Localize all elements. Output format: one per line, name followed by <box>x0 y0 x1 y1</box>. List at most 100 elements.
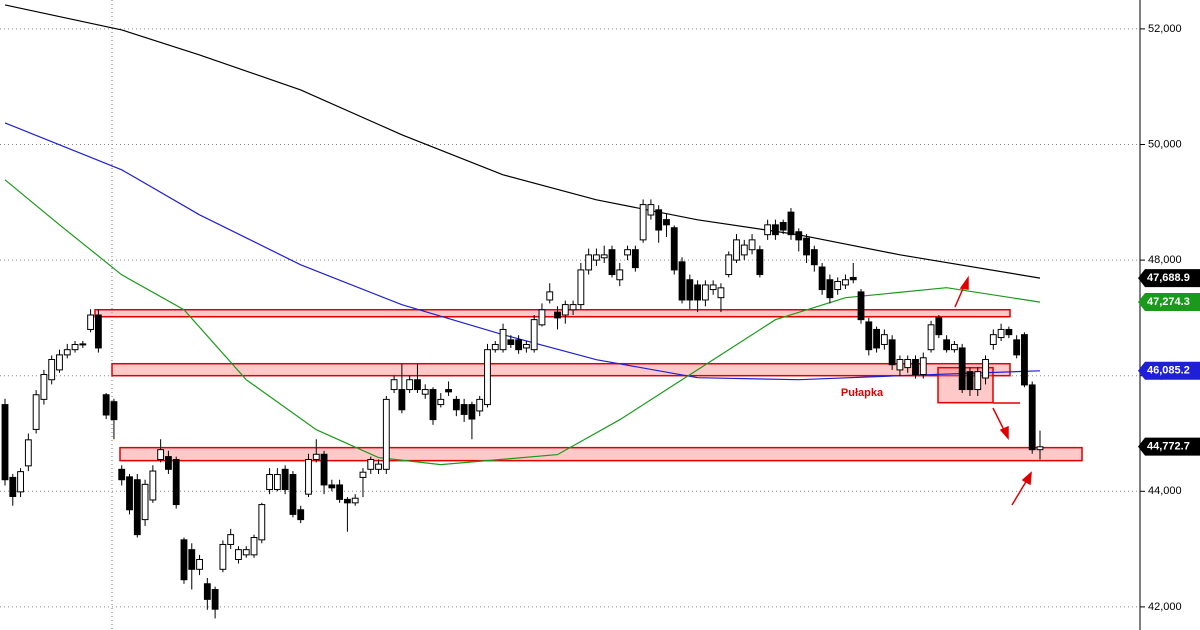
candle-body <box>141 483 149 521</box>
candle-body <box>943 339 951 351</box>
annotation: Pułapka <box>841 387 884 399</box>
candle-body <box>398 389 406 411</box>
candle-body <box>312 453 320 460</box>
candle-body <box>359 471 367 478</box>
candle-body <box>958 347 966 391</box>
candle-body <box>468 404 476 420</box>
candle-body <box>63 349 71 356</box>
candle-body <box>795 231 803 241</box>
candle-body <box>803 237 810 256</box>
candle-body <box>289 474 297 515</box>
candle-body <box>538 309 546 326</box>
candle-body <box>989 334 997 345</box>
candle-body <box>818 266 826 291</box>
candle-body <box>997 328 1005 339</box>
candle-body <box>779 222 787 231</box>
candle-body <box>748 239 756 251</box>
candle-body <box>476 398 484 412</box>
candle-body <box>382 398 390 470</box>
candle-body <box>305 458 312 495</box>
candle-body <box>149 470 157 501</box>
candle-body <box>437 398 445 406</box>
candle-body <box>842 279 849 286</box>
moving-average <box>4 4 1041 279</box>
candle-body <box>343 498 351 504</box>
candle-body <box>406 379 414 391</box>
candle-body <box>701 284 709 301</box>
candle-body <box>787 211 795 236</box>
candle-body <box>950 343 958 351</box>
candle-body <box>896 359 904 371</box>
candle-body <box>771 224 779 236</box>
candle-body <box>709 284 717 291</box>
candle-body <box>499 328 507 351</box>
candle-body <box>577 269 585 306</box>
price-marker-label: 47,688.9 <box>1147 272 1190 284</box>
candle-body <box>740 244 748 256</box>
candle-body <box>982 359 989 379</box>
candle-body <box>110 401 118 421</box>
candle-body <box>507 339 515 345</box>
candle-body <box>522 343 530 349</box>
candle-body <box>678 261 686 301</box>
candle-body <box>367 458 375 470</box>
candle-body <box>686 279 694 301</box>
candle-body <box>445 389 452 393</box>
candle-body <box>219 543 227 570</box>
candle-body <box>40 374 48 400</box>
candle-body <box>849 276 857 281</box>
candle-body <box>94 314 102 349</box>
candle-body <box>203 583 211 600</box>
candle-body <box>429 389 437 421</box>
candle-body <box>452 398 460 411</box>
candle-body <box>250 537 258 556</box>
candle-body <box>32 394 40 430</box>
candle-body <box>694 284 702 301</box>
candle-body <box>421 389 429 395</box>
candle-body <box>880 334 888 345</box>
candle-body <box>624 249 631 256</box>
candle-body <box>826 279 834 299</box>
candle-body <box>71 343 79 351</box>
candle-body <box>484 349 491 406</box>
zone <box>94 308 1011 318</box>
candle-body <box>639 204 647 241</box>
price-marker-label: 44,772.7 <box>1147 441 1190 453</box>
zone <box>111 362 1011 377</box>
candle-body <box>974 371 982 391</box>
candle-body <box>756 249 764 276</box>
y-tick-label: 50,000 <box>1148 138 1182 150</box>
arrowhead <box>999 425 1009 440</box>
candle-body <box>585 254 593 271</box>
candle-body <box>9 476 17 497</box>
candle-body <box>211 589 219 610</box>
candle-body <box>600 254 608 259</box>
candle-body <box>865 321 873 351</box>
arrow <box>992 407 1006 433</box>
candle-body <box>1005 328 1013 336</box>
candle-body <box>133 479 141 536</box>
y-tick-label: 44,000 <box>1148 485 1182 497</box>
candle-body <box>655 209 663 231</box>
candle-body <box>733 239 740 261</box>
candle-body <box>17 471 24 493</box>
candle-body <box>180 539 188 581</box>
arrow <box>1011 479 1028 506</box>
candle-body <box>157 449 165 460</box>
price-marker <box>1138 269 1200 288</box>
candle-body <box>647 204 655 216</box>
candle-body <box>1013 339 1021 356</box>
candle-body <box>165 456 172 470</box>
candle-body <box>631 249 639 269</box>
price-marker <box>1138 437 1200 456</box>
arrows <box>954 275 1032 506</box>
candle-body <box>390 379 398 391</box>
candle-body <box>919 357 927 376</box>
candle-body <box>273 474 281 491</box>
candle-body <box>927 324 935 351</box>
candle-body <box>1028 384 1036 451</box>
candle-body <box>48 359 56 381</box>
candle-body <box>810 249 818 266</box>
